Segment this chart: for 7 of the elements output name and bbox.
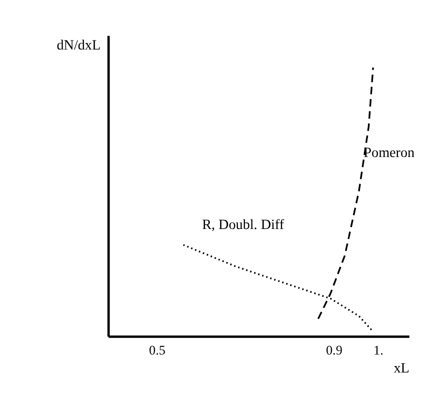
series-label: Pomeron bbox=[364, 144, 415, 161]
y-axis-title: dN/dxL bbox=[56, 37, 101, 54]
x-tick-label: 0.5 bbox=[149, 342, 166, 358]
x-tick-label: 0.9 bbox=[326, 342, 343, 358]
x-tick-label: 1. bbox=[373, 342, 384, 358]
series-label: R, Doubl. Diff bbox=[202, 216, 284, 233]
x-axis-title: xL bbox=[394, 360, 410, 376]
